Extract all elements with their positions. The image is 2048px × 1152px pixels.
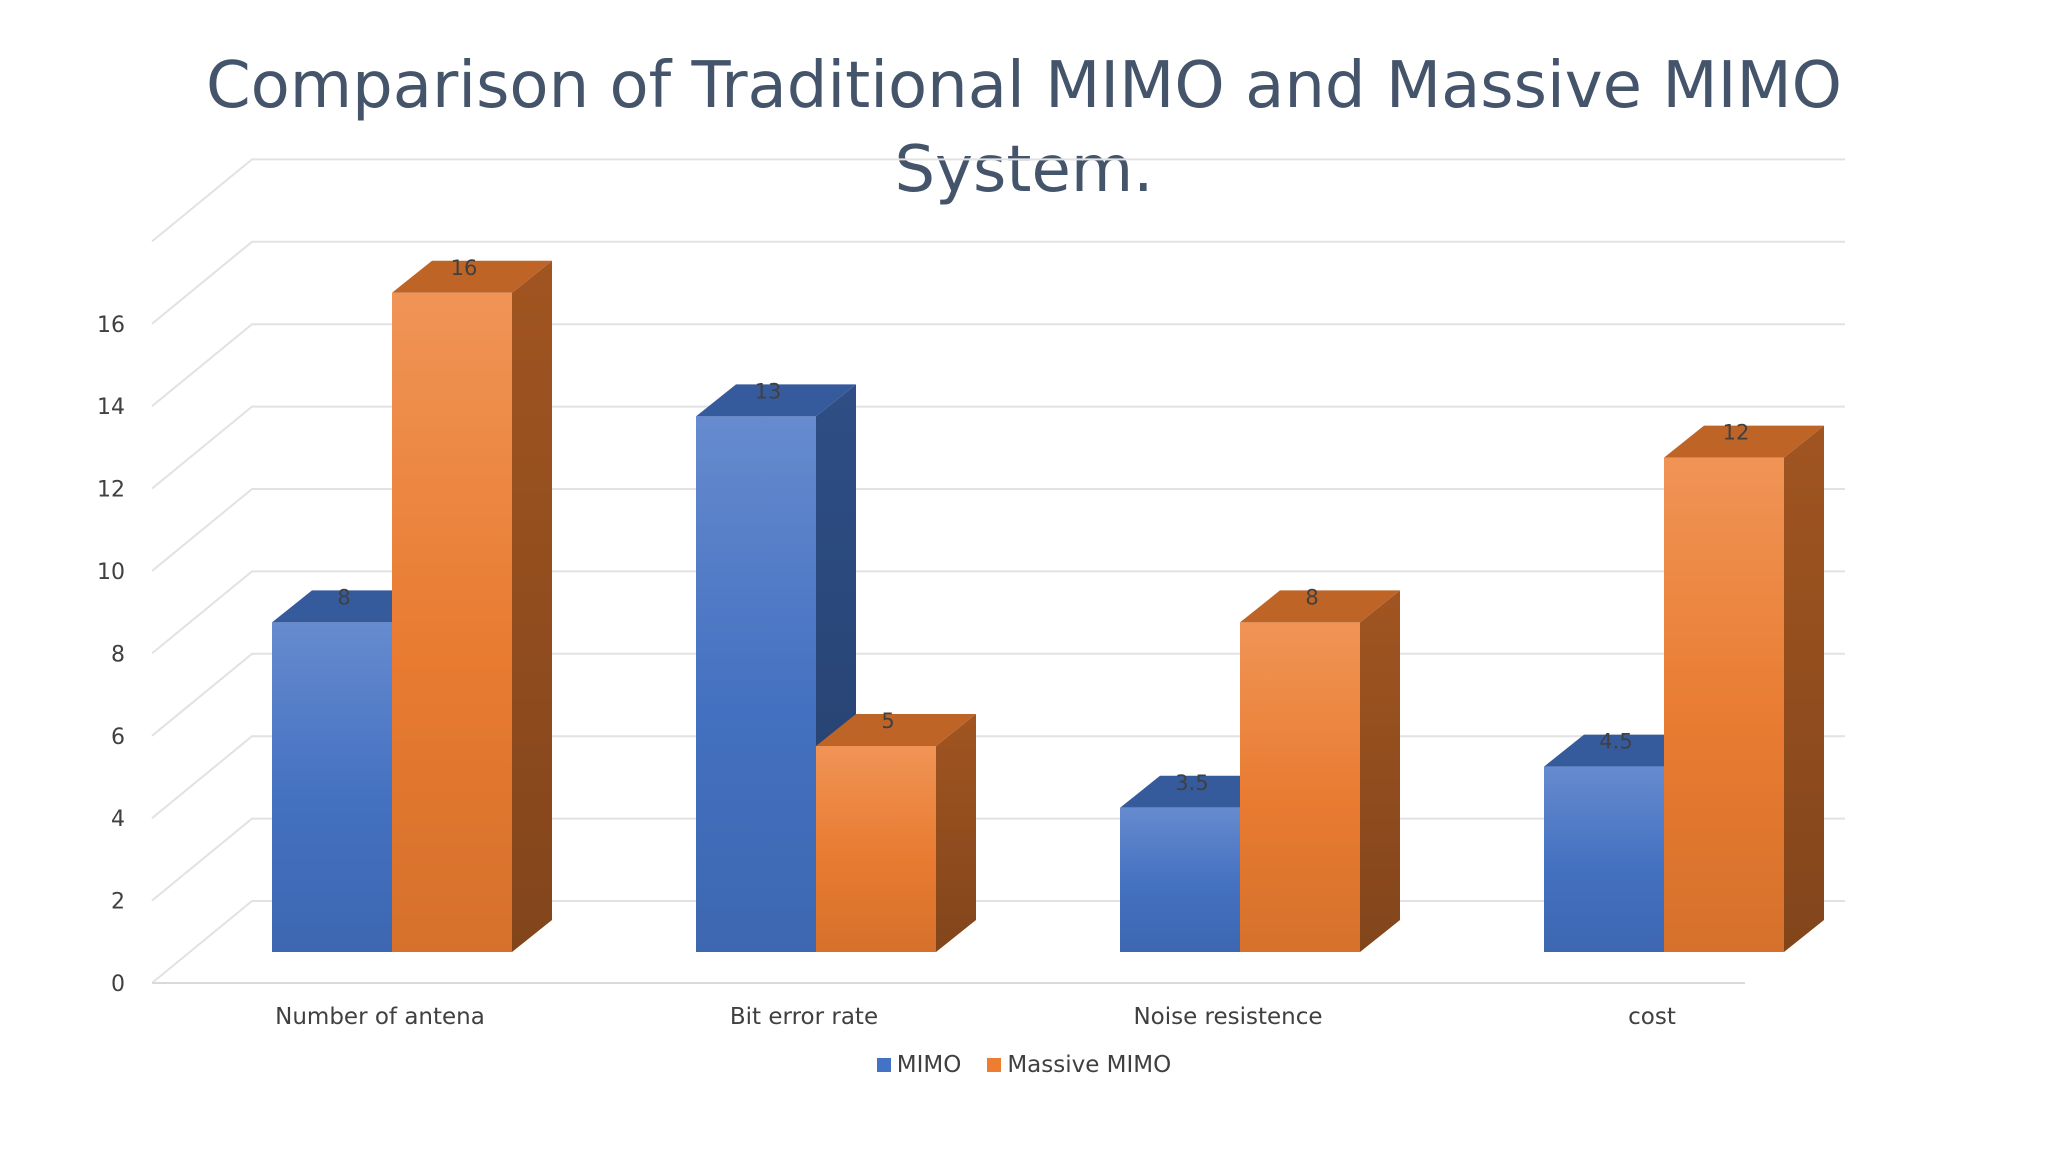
y-tick-label: 6 — [111, 725, 125, 750]
y-axis-ticks: 0 2 4 6 8 10 12 14 16 — [97, 313, 125, 997]
y-tick-label: 4 — [111, 807, 125, 832]
y-tick-label: 8 — [111, 642, 125, 667]
data-label: 5 — [881, 709, 894, 733]
data-label: 13 — [755, 379, 782, 403]
data-label: 12 — [1723, 421, 1750, 445]
legend-item-massive-mimo: Massive MIMO — [987, 1052, 1171, 1078]
chart-title-line-1: Comparison of Traditional MIMO and Massi… — [205, 49, 1843, 123]
gridline — [151, 240, 1845, 325]
y-tick-label: 16 — [97, 313, 125, 338]
data-label: 16 — [451, 256, 478, 280]
legend-label-mimo: MIMO — [896, 1052, 962, 1078]
gridline — [151, 570, 1845, 655]
data-label: 4.5 — [1599, 730, 1632, 754]
x-category-label: cost — [1628, 1004, 1676, 1030]
y-tick-label: 12 — [97, 478, 125, 503]
x-axis-labels: Number of antena Bit error rate Noise resi… — [275, 1004, 1676, 1030]
y-tick-label: 2 — [111, 890, 125, 915]
bar-massive-mimo — [1664, 425, 1824, 953]
bar-massive-mimo — [816, 714, 976, 952]
y-tick-label: 10 — [97, 560, 125, 585]
bar-massive-mimo — [392, 260, 552, 952]
data-labels: 8 16 13 5 3.5 8 4.5 12 — [337, 256, 1749, 795]
chart-title-line-2: System. — [894, 133, 1154, 207]
data-label: 8 — [337, 585, 350, 609]
legend-label-massive-mimo: Massive MIMO — [1007, 1052, 1172, 1078]
y-tick-label: 14 — [97, 395, 125, 420]
gridline — [151, 405, 1845, 490]
bars — [272, 260, 1824, 953]
legend-item-mimo: MIMO — [876, 1052, 962, 1078]
legend-swatch-mimo — [876, 1058, 891, 1072]
data-label: 3.5 — [1175, 771, 1208, 795]
chart-title: Comparison of Traditional MIMO and Massi… — [0, 44, 2048, 212]
legend-swatch-massive-mimo — [987, 1058, 1002, 1072]
gridline — [151, 323, 1845, 407]
data-label: 8 — [1305, 585, 1318, 609]
x-category-label: Bit error rate — [730, 1004, 878, 1030]
bar-massive-mimo — [1240, 590, 1400, 952]
y-tick-label: 0 — [111, 972, 125, 997]
legend: MIMO Massive MIMO — [0, 1052, 2048, 1078]
x-category-label: Number of antena — [275, 1004, 485, 1030]
gridline — [151, 488, 1845, 572]
x-category-label: Noise resistence — [1133, 1004, 1322, 1030]
gridline — [151, 158, 1845, 243]
